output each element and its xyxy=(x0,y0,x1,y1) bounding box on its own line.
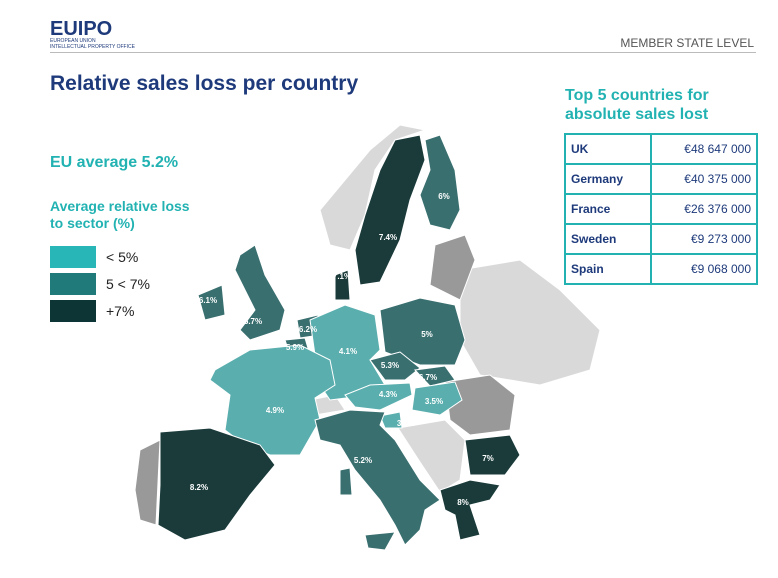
top5-title: Top 5 countries for absolute sales lost xyxy=(565,87,709,123)
greece xyxy=(439,479,501,541)
legend-label: +7% xyxy=(106,303,135,319)
baltics xyxy=(429,234,476,301)
slovenia xyxy=(379,411,403,429)
table-row: Germany €40 375 000 xyxy=(563,163,758,195)
table-row: Sweden €9 273 000 xyxy=(563,223,758,255)
map-label: 5.7% xyxy=(244,317,262,326)
table-row: France €26 376 000 xyxy=(563,193,758,225)
legend-swatch xyxy=(50,273,96,295)
top5-table: UK €48 647 000 Germany €40 375 000 France €26… xyxy=(563,133,758,285)
nonmember-east xyxy=(459,259,601,386)
legend-label: < 5% xyxy=(106,249,139,265)
finland xyxy=(419,134,461,231)
sardinia xyxy=(339,467,353,496)
legend-swatch xyxy=(50,300,96,322)
map-label: 4.1% xyxy=(339,347,357,356)
map-label: 7.4% xyxy=(379,233,397,242)
legend-label: 5 < 7% xyxy=(106,276,150,292)
logo-line: EUROPEAN UNION xyxy=(50,38,96,44)
logo: EUIPO xyxy=(50,18,113,40)
title: Relative sales loss per country xyxy=(50,72,359,95)
italy xyxy=(314,409,441,546)
bulgaria xyxy=(464,434,521,476)
legend-title: Average relative loss to sector (%) xyxy=(50,198,190,231)
map-label: 6% xyxy=(438,192,450,201)
amount: €26 376 000 xyxy=(650,193,758,225)
country: France xyxy=(563,193,653,225)
table-row: Spain €9 068 000 xyxy=(563,253,758,285)
sweden xyxy=(354,134,426,286)
map-label: 3.5% xyxy=(425,397,443,406)
map-label: 4.9% xyxy=(266,406,284,415)
table-row: UK €48 647 000 xyxy=(563,133,758,165)
legend-swatch xyxy=(50,246,96,268)
logo-subtitle: EUROPEAN UNION INTELLECTUAL PROPERTY OFF… xyxy=(50,38,135,50)
denmark xyxy=(334,269,351,301)
map-label: 7.1% xyxy=(333,272,351,281)
czechia xyxy=(369,351,421,381)
balkans xyxy=(397,419,466,493)
map-label: 8% xyxy=(457,498,469,507)
romania xyxy=(444,374,516,436)
sicily xyxy=(364,531,396,551)
map-label: 5% xyxy=(421,330,433,339)
uk xyxy=(234,244,286,341)
ireland xyxy=(197,284,226,321)
portugal xyxy=(134,439,161,526)
slovakia xyxy=(413,365,456,387)
map-label: 4.3% xyxy=(379,390,397,399)
map-label: 5.2% xyxy=(354,456,372,465)
map-label: 5.3% xyxy=(381,361,399,370)
map-label: 3.6% xyxy=(397,419,415,428)
country: Spain xyxy=(563,253,653,285)
section-label: MEMBER STATE LEVEL xyxy=(620,36,754,50)
eu-average: EU average 5.2% xyxy=(50,154,179,171)
map-label: 7% xyxy=(482,454,494,463)
country: Sweden xyxy=(563,223,653,255)
amount: €9 273 000 xyxy=(650,223,758,255)
map-label: 6.7% xyxy=(419,373,437,382)
amount: €40 375 000 xyxy=(650,163,758,195)
logo-line: INTELLECTUAL PROPERTY OFFICE xyxy=(50,44,135,50)
header-rule xyxy=(50,52,756,53)
amount: €48 647 000 xyxy=(650,133,758,165)
map-label: 6.1% xyxy=(199,296,217,305)
amount: €9 068 000 xyxy=(650,253,758,285)
country: UK xyxy=(563,133,653,165)
map-label: 5.9% xyxy=(286,343,304,352)
france xyxy=(209,344,336,456)
map-label: 6.2% xyxy=(299,325,317,334)
spain xyxy=(157,427,276,541)
country: Germany xyxy=(563,163,653,195)
map-label: 8.2% xyxy=(190,483,208,492)
austria xyxy=(344,382,413,411)
hungary xyxy=(411,381,463,416)
